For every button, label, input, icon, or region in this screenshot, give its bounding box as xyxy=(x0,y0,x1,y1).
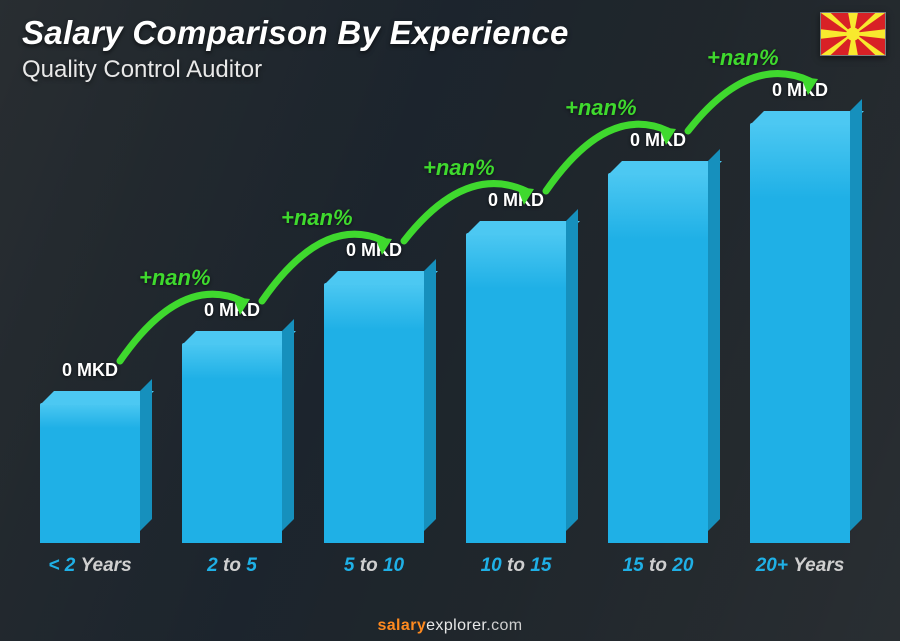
bar-2: 0 MKD5 to 10 xyxy=(314,283,434,543)
bar-value-label: 0 MKD xyxy=(162,300,302,321)
bar-front xyxy=(608,173,708,543)
bar-front xyxy=(182,343,282,543)
bar-value-label: 0 MKD xyxy=(588,130,728,151)
bar-x-label: 5 to 10 xyxy=(294,555,454,577)
bar3d xyxy=(608,173,708,543)
bar-front xyxy=(750,123,850,543)
page-title: Salary Comparison By Experience xyxy=(22,14,569,52)
bar-top-face xyxy=(750,111,864,125)
bar-0: 0 MKD< 2 Years xyxy=(30,403,150,543)
bar-x-label: < 2 Years xyxy=(10,555,170,577)
bar-side-face xyxy=(566,209,578,531)
flag-icon xyxy=(820,12,886,56)
bar-front xyxy=(40,403,140,543)
bars-container: 0 MKD< 2 Years0 MKD2 to 50 MKD5 to 100 M… xyxy=(30,113,860,543)
bar-x-label: 20+ Years xyxy=(720,555,880,577)
bar-value-label: 0 MKD xyxy=(20,360,160,381)
bar-side-face xyxy=(424,259,436,531)
bar-side-face xyxy=(140,379,152,531)
bar-side-face xyxy=(282,319,294,531)
bar3d xyxy=(40,403,140,543)
chart-stage: Salary Comparison By Experience Quality … xyxy=(0,0,900,641)
bar-top-face xyxy=(182,331,296,345)
bar-front xyxy=(324,283,424,543)
bar-top-face xyxy=(324,271,438,285)
bar-value-label: 0 MKD xyxy=(730,80,870,101)
bar-1: 0 MKD2 to 5 xyxy=(172,343,292,543)
pct-label: +nan% xyxy=(423,155,495,181)
bar3d xyxy=(466,233,566,543)
bar-top-face xyxy=(40,391,154,405)
bar-side-face xyxy=(850,99,862,531)
bar-top-face xyxy=(466,221,580,235)
bar-x-label: 15 to 20 xyxy=(578,555,738,577)
bar-top-face xyxy=(608,161,722,175)
bar-4: 0 MKD15 to 20 xyxy=(598,173,718,543)
bar-value-label: 0 MKD xyxy=(304,240,444,261)
pct-label: +nan% xyxy=(707,45,779,71)
bar-x-label: 10 to 15 xyxy=(436,555,596,577)
chart-area: 0 MKD< 2 Years0 MKD2 to 50 MKD5 to 100 M… xyxy=(30,100,860,581)
pct-label: +nan% xyxy=(281,205,353,231)
bar-5: 0 MKD20+ Years xyxy=(740,123,860,543)
bar3d xyxy=(324,283,424,543)
page-subtitle: Quality Control Auditor xyxy=(22,56,262,84)
bar-x-label: 2 to 5 xyxy=(152,555,312,577)
pct-label: +nan% xyxy=(565,95,637,121)
bar3d xyxy=(750,123,850,543)
bar-front xyxy=(466,233,566,543)
bar3d xyxy=(182,343,282,543)
bar-value-label: 0 MKD xyxy=(446,190,586,211)
bar-3: 0 MKD10 to 15 xyxy=(456,233,576,543)
footer-site: salaryexplorer.com xyxy=(0,617,900,635)
pct-label: +nan% xyxy=(139,265,211,291)
bar-side-face xyxy=(708,149,720,531)
